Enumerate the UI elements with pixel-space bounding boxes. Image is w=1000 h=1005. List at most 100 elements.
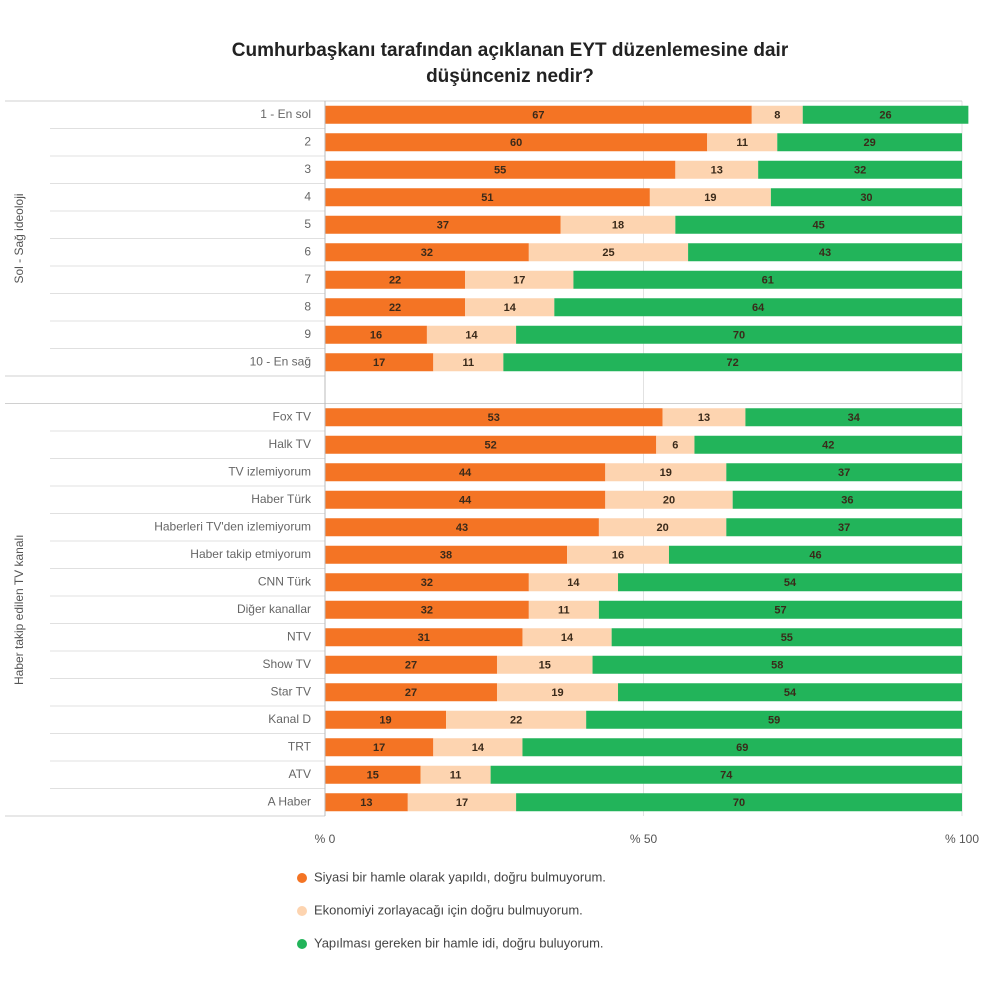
data-label: 14 [567, 577, 580, 589]
bar-segment [325, 738, 434, 757]
bar-segment [325, 188, 650, 207]
data-label: 30 [860, 192, 872, 204]
bar-segment [777, 133, 962, 152]
data-label: 19 [551, 687, 563, 699]
data-label: 57 [774, 605, 786, 617]
bar-segment [662, 408, 746, 427]
data-label: 55 [494, 165, 506, 177]
data-label: 42 [822, 440, 834, 452]
bar-segment [656, 435, 695, 454]
bar-segment [592, 655, 962, 674]
data-label: 53 [488, 412, 500, 424]
data-label: 17 [513, 275, 525, 287]
data-label: 13 [711, 165, 723, 177]
bar-segment [732, 490, 962, 509]
bar-segment [325, 215, 561, 234]
bar-segment [465, 270, 574, 289]
y-tick-label: 4 [304, 189, 311, 203]
data-label: 11 [450, 770, 462, 782]
data-label: 17 [373, 742, 385, 754]
y-tick-label: 2 [304, 134, 311, 148]
data-label: 55 [781, 632, 793, 644]
data-label: 16 [370, 330, 382, 342]
bar-segment [611, 628, 962, 647]
group-label: Sol - Sağ ideoloji [12, 193, 26, 283]
data-label: 19 [660, 467, 672, 479]
y-tick-label: 5 [304, 217, 311, 231]
bar-segment [325, 600, 529, 619]
bar-segment [573, 270, 962, 289]
bar-segment [802, 105, 969, 124]
data-label: 67 [532, 110, 544, 122]
data-label: 17 [373, 357, 385, 369]
data-label: 20 [656, 522, 668, 534]
bar-segment [325, 243, 529, 262]
bar-segment [758, 160, 962, 179]
bar-segment [522, 628, 612, 647]
legend-marker [297, 939, 307, 949]
bar-segment [433, 353, 504, 372]
bar-segment [694, 435, 962, 454]
bar-segment [325, 683, 497, 702]
bar-segment [325, 325, 427, 344]
bar-segment [675, 160, 759, 179]
data-label: 72 [727, 357, 739, 369]
y-tick-label: 3 [304, 162, 311, 176]
bar-segment [325, 628, 523, 647]
y-tick-label: TRT [288, 739, 312, 753]
bar-segment [325, 435, 657, 454]
bar-segment [420, 765, 491, 784]
data-label: 20 [663, 495, 675, 507]
bar-segment [516, 793, 962, 812]
bar-segment [770, 188, 962, 207]
bar-segment [618, 683, 962, 702]
data-label: 22 [389, 275, 401, 287]
data-label: 60 [510, 137, 522, 149]
data-label: 11 [463, 357, 475, 369]
bar-segment [446, 710, 587, 729]
group-label: Haber takip edilen TV kanalı [12, 534, 26, 685]
data-label: 44 [459, 467, 472, 479]
bar-segment [586, 710, 962, 729]
bar-segment [325, 490, 606, 509]
data-label: 58 [771, 660, 783, 672]
y-tick-label: Show TV [263, 657, 311, 671]
bar-segment [426, 325, 517, 344]
data-label: 15 [367, 770, 379, 782]
data-label: 11 [558, 605, 570, 617]
y-tick-label: A Haber [268, 794, 311, 808]
bar-segment [325, 133, 708, 152]
data-label: 74 [720, 770, 733, 782]
data-label: 14 [465, 330, 478, 342]
bar-segment [325, 160, 676, 179]
y-tick-label: 1 - En sol [260, 107, 311, 121]
bar-segment [668, 545, 962, 564]
legend-marker [297, 906, 307, 916]
data-label: 45 [813, 220, 825, 232]
data-label: 14 [504, 302, 517, 314]
data-label: 69 [736, 742, 748, 754]
data-label: 13 [360, 797, 372, 809]
bar-segment [567, 545, 669, 564]
data-label: 13 [698, 412, 710, 424]
data-label: 25 [602, 247, 614, 259]
data-label: 46 [809, 550, 821, 562]
bar-segment [707, 133, 778, 152]
data-label: 8 [774, 110, 780, 122]
y-tick-label: 10 - En sağ [250, 354, 311, 368]
y-tick-label: Halk TV [269, 437, 311, 451]
y-tick-label: ATV [289, 767, 311, 781]
legend-label: Siyasi bir hamle olarak yapıldı, doğru b… [314, 869, 606, 884]
data-label: 19 [704, 192, 716, 204]
bar-segment [325, 573, 529, 592]
bar-segment [554, 298, 962, 317]
bar-segment [465, 298, 555, 317]
bar-segment [745, 408, 962, 427]
y-tick-label: Diğer kanallar [237, 602, 311, 616]
x-tick-label: % 0 [315, 832, 336, 846]
data-label: 54 [784, 577, 797, 589]
data-label: 32 [854, 165, 866, 177]
data-label: 6 [672, 440, 678, 452]
data-label: 64 [752, 302, 765, 314]
